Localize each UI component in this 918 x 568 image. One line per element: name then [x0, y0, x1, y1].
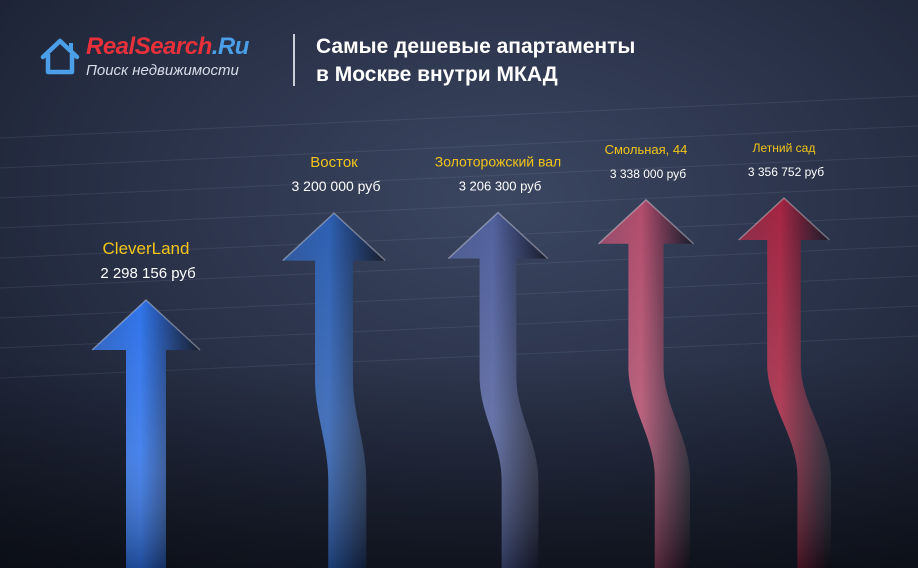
arrow-head-highlight [738, 196, 830, 241]
category-label: Восток [310, 154, 358, 171]
value-label: 2 298 156 руб [100, 265, 195, 282]
value-label: 3 200 000 руб [292, 178, 381, 194]
chart-title-line-1: Самые дешевые апартаменты [316, 35, 636, 58]
header-divider [293, 34, 295, 86]
chart-title-line-2: в Москве внутри МКАД [316, 63, 558, 86]
value-label: 3 338 000 руб [610, 167, 686, 181]
bar-labels: CleverLand 2 298 156 руб Восток 3 200 000 р… [100, 141, 824, 282]
gridline [0, 95, 918, 139]
arrow-bar-shading [448, 212, 548, 568]
category-label: Смольная, 44 [605, 142, 688, 157]
arrow-bar-shading [282, 213, 386, 568]
arrow-bar-shading [598, 199, 694, 568]
arrow-bar-shading [738, 198, 832, 568]
gridline [0, 155, 918, 199]
category-label: Золоторожский вал [435, 153, 561, 169]
value-label: 3 206 300 руб [459, 178, 542, 193]
chart-title: Самые дешевые апартаменты в Москве внутр… [316, 33, 635, 89]
house-icon[interactable] [40, 36, 80, 76]
brand-logo[interactable]: RealSearch.Ru [86, 33, 249, 61]
category-label: CleverLand [103, 239, 190, 258]
gridline [0, 185, 918, 229]
arrow-head-highlight [597, 198, 695, 245]
brand-tagline: Поиск недвижимости [86, 62, 239, 79]
category-label: Летний сад [753, 141, 816, 155]
arrow-head-highlight [447, 211, 549, 260]
gridline [0, 245, 918, 289]
gridline [0, 125, 918, 169]
arrow-bar-shading [92, 300, 200, 568]
arrow-head-highlight [91, 298, 201, 351]
brand-domain: .Ru [211, 33, 250, 60]
header: RealSearch.Ru Поиск недвижимости Самые д… [0, 0, 918, 110]
arrow-head-highlight [282, 212, 386, 262]
arrow-bars [91, 196, 832, 568]
value-label: 3 356 752 руб [748, 165, 824, 179]
brand-name: RealSearch [86, 33, 212, 60]
